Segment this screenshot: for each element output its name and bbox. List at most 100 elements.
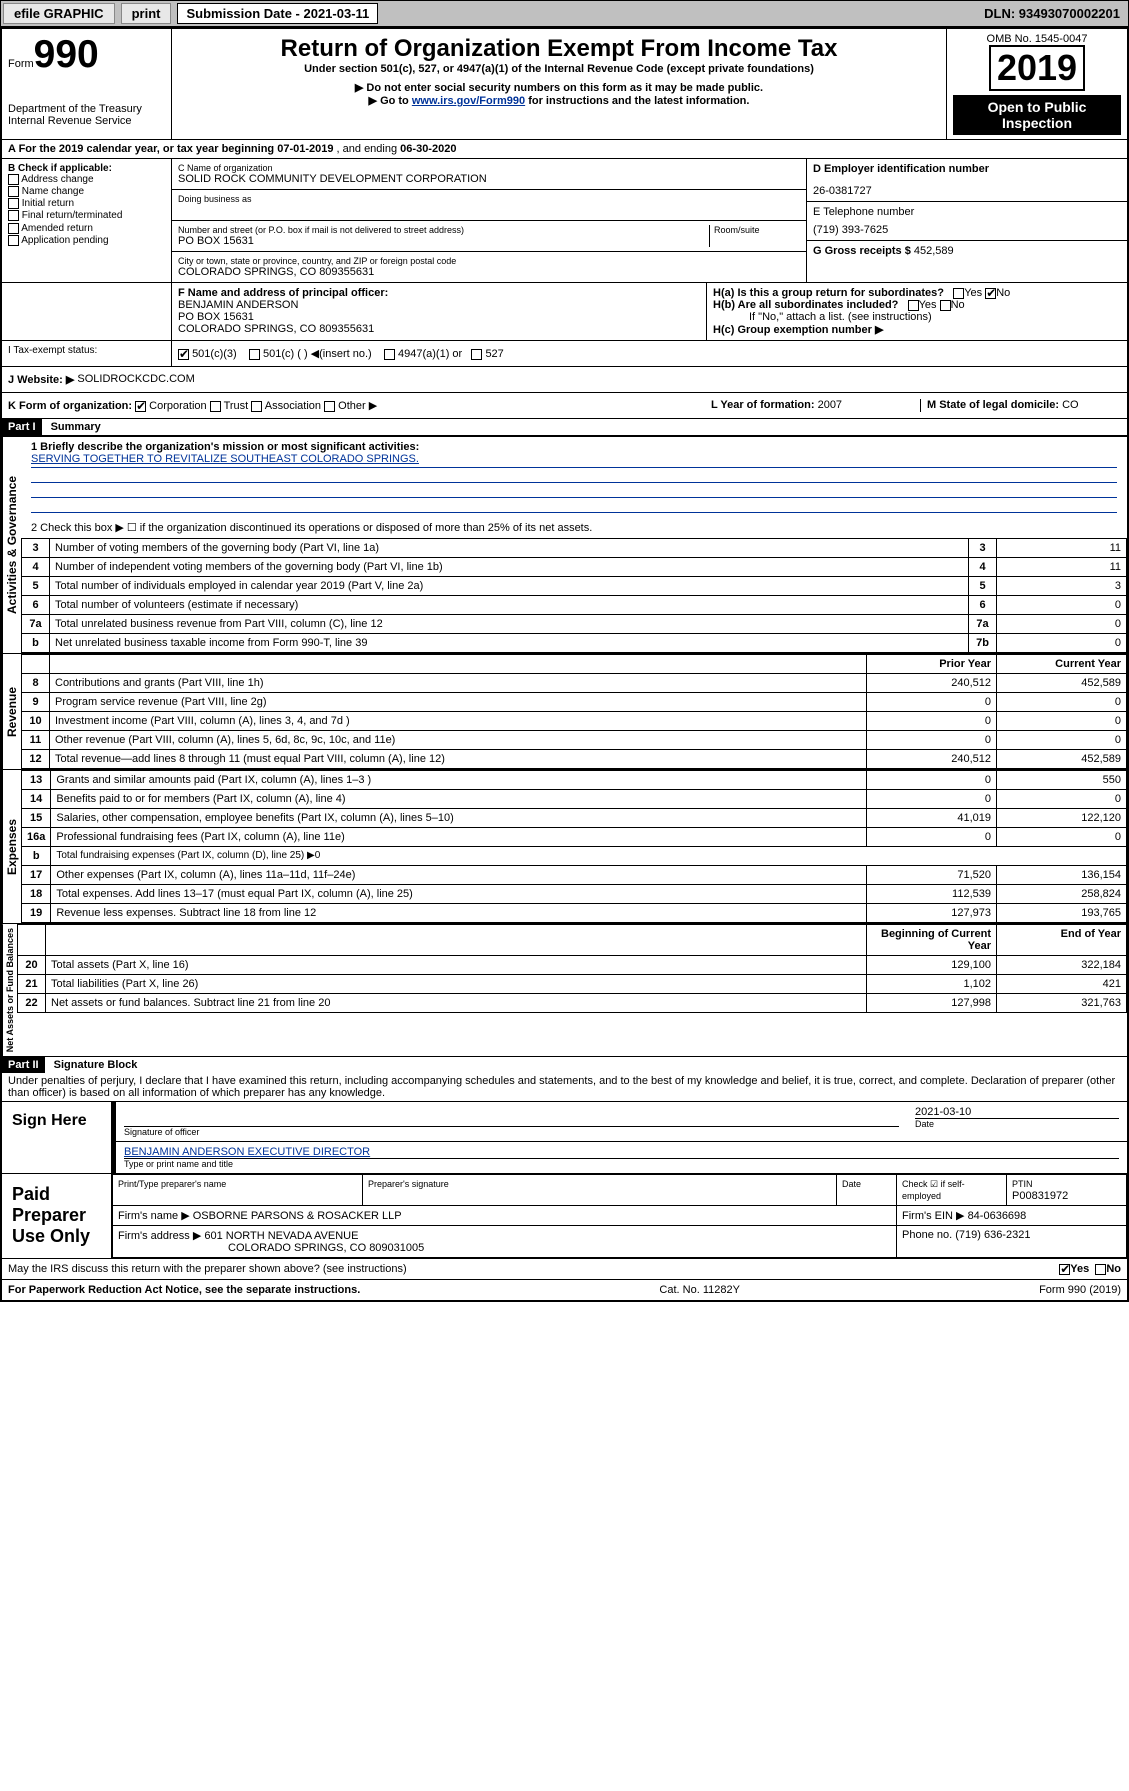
- return-title: Return of Organization Exempt From Incom…: [178, 35, 940, 63]
- ha-no[interactable]: [985, 288, 996, 299]
- check-name-change[interactable]: [8, 186, 19, 197]
- table-row: 18Total expenses. Add lines 13–17 (must …: [22, 885, 1127, 904]
- efile-button[interactable]: efile GRAPHIC: [3, 3, 115, 24]
- expenses-table: 13Grants and similar amounts paid (Part …: [21, 770, 1127, 923]
- line1-label: 1 Briefly describe the organization's mi…: [31, 441, 419, 453]
- check-initial-return[interactable]: [8, 198, 19, 209]
- sig-officer-label: Signature of officer: [124, 1126, 899, 1137]
- form-990: Form990 Department of the Treasury Inter…: [0, 27, 1129, 1302]
- note2-post: for instructions and the latest informat…: [528, 95, 749, 107]
- chk-other[interactable]: [324, 401, 335, 412]
- city-state-zip: COLORADO SPRINGS, CO 809355631: [178, 266, 800, 278]
- revenue-table: Prior YearCurrent Year 8Contributions an…: [21, 654, 1127, 769]
- note2-pre: ▶ Go to: [369, 95, 409, 107]
- period-begin: 07-01-2019: [277, 143, 333, 155]
- table-row: 6Total number of volunteers (estimate if…: [22, 596, 1127, 615]
- discuss-no[interactable]: [1095, 1264, 1106, 1275]
- check-app-pending[interactable]: [8, 235, 19, 246]
- period-mid: , and ending: [337, 143, 398, 155]
- mission-text: SERVING TOGETHER TO REVITALIZE SOUTHEAST…: [31, 453, 419, 465]
- table-row: 13Grants and similar amounts paid (Part …: [22, 771, 1127, 790]
- paid-preparer-label: Paid Preparer Use Only: [2, 1174, 112, 1258]
- telephone: (719) 393-7625: [813, 224, 1121, 236]
- period-end: 06-30-2020: [400, 143, 456, 155]
- table-row: 3Number of voting members of the governi…: [22, 539, 1127, 558]
- vside-revenue: Revenue: [2, 654, 21, 769]
- g-label: G Gross receipts $: [813, 245, 911, 257]
- chk-assoc[interactable]: [251, 401, 262, 412]
- hb-no[interactable]: [940, 300, 951, 311]
- ein: 26-0381727: [813, 185, 1121, 197]
- instructions-link[interactable]: www.irs.gov/Form990: [412, 95, 525, 107]
- note-ssn: ▶ Do not enter social security numbers o…: [178, 81, 940, 94]
- table-row: bNet unrelated business taxable income f…: [22, 634, 1127, 653]
- part2-header: Part II: [2, 1057, 45, 1073]
- website: SOLIDROCKCDC.COM: [77, 373, 194, 386]
- gross-receipts: 452,589: [914, 245, 954, 257]
- sign-date-label: Date: [915, 1118, 1119, 1129]
- sign-here-label: Sign Here: [2, 1102, 112, 1173]
- addr-label: Number and street (or P.O. box if mail i…: [178, 225, 709, 235]
- dln: DLN: 93493070002201: [984, 6, 1126, 21]
- firm-ein: 84-0636698: [968, 1210, 1027, 1222]
- officer-addr1: PO BOX 15631: [178, 311, 700, 323]
- sign-date: 2021-03-10: [915, 1106, 1119, 1118]
- h-c: H(c) Group exemption number ▶: [713, 324, 883, 336]
- dept-treasury: Department of the Treasury: [8, 103, 165, 115]
- ha-yes[interactable]: [953, 288, 964, 299]
- hb-yes[interactable]: [908, 300, 919, 311]
- print-button[interactable]: print: [121, 3, 172, 24]
- vside-governance: Activities & Governance: [2, 437, 21, 653]
- chk-4947[interactable]: [384, 349, 395, 360]
- firm-addr2: COLORADO SPRINGS, CO 809031005: [118, 1242, 424, 1254]
- part1-header: Part I: [2, 419, 42, 435]
- chk-501c[interactable]: [249, 349, 260, 360]
- firm-addr1: 601 NORTH NEVADA AVENUE: [204, 1230, 358, 1242]
- check-address-change[interactable]: [8, 174, 19, 185]
- table-row: 22Net assets or fund balances. Subtract …: [18, 994, 1127, 1013]
- table-row: 11Other revenue (Part VIII, column (A), …: [22, 731, 1127, 750]
- part2-title: Signature Block: [48, 1057, 144, 1073]
- table-row: 4Number of independent voting members of…: [22, 558, 1127, 577]
- box-m: M State of legal domicile: CO: [921, 399, 1121, 412]
- h-a: H(a) Is this a group return for subordin…: [713, 287, 944, 299]
- room-label: Room/suite: [714, 225, 800, 235]
- officer-name-label: Type or print name and title: [124, 1158, 1119, 1169]
- h-b-note: If "No," attach a list. (see instruction…: [713, 311, 1121, 323]
- table-row: 19Revenue less expenses. Subtract line 1…: [22, 904, 1127, 923]
- h-b: H(b) Are all subordinates included?: [713, 299, 898, 311]
- form-footer: Form 990 (2019): [1039, 1284, 1121, 1296]
- box-b-label: B Check if applicable:: [8, 163, 112, 174]
- table-row: 12Total revenue—add lines 8 through 11 (…: [22, 750, 1127, 769]
- firm-name: OSBORNE PARSONS & ROSACKER LLP: [193, 1210, 402, 1222]
- chk-501c3[interactable]: [178, 349, 189, 360]
- box-b: B Check if applicable: Address change Na…: [2, 159, 172, 282]
- net-assets-table: Beginning of Current YearEnd of Year 20T…: [17, 924, 1127, 1013]
- discuss-question: May the IRS discuss this return with the…: [8, 1263, 407, 1275]
- e-label: E Telephone number: [813, 206, 1121, 218]
- form-label: Form: [8, 58, 34, 70]
- box-l: L Year of formation: 2007: [711, 399, 921, 412]
- omb-number: OMB No. 1545-0047: [953, 33, 1121, 45]
- chk-corp[interactable]: [135, 401, 146, 412]
- submission-date: Submission Date - 2021-03-11: [177, 3, 378, 24]
- paperwork-notice: For Paperwork Reduction Act Notice, see …: [8, 1284, 360, 1296]
- table-row: bTotal fundraising expenses (Part IX, co…: [22, 847, 1127, 866]
- i-label: I Tax-exempt status:: [2, 341, 172, 366]
- table-row: 17Other expenses (Part IX, column (A), l…: [22, 866, 1127, 885]
- table-row: 14Benefits paid to or for members (Part …: [22, 790, 1127, 809]
- officer-printed-name: BENJAMIN ANDERSON EXECUTIVE DIRECTOR: [124, 1146, 1119, 1158]
- check-amended[interactable]: [8, 223, 19, 234]
- chk-trust[interactable]: [210, 401, 221, 412]
- c-name-label: C Name of organization: [178, 163, 800, 173]
- tax-year: 2019: [989, 45, 1085, 91]
- subtitle: Under section 501(c), 527, or 4947(a)(1)…: [178, 63, 940, 75]
- check-final-return[interactable]: [8, 210, 19, 221]
- table-row: 9Program service revenue (Part VIII, lin…: [22, 693, 1127, 712]
- chk-527[interactable]: [471, 349, 482, 360]
- table-row: 8Contributions and grants (Part VIII, li…: [22, 674, 1127, 693]
- irs: Internal Revenue Service: [8, 115, 165, 127]
- city-label: City or town, state or province, country…: [178, 256, 800, 266]
- dba-label: Doing business as: [178, 194, 800, 204]
- discuss-yes[interactable]: [1059, 1264, 1070, 1275]
